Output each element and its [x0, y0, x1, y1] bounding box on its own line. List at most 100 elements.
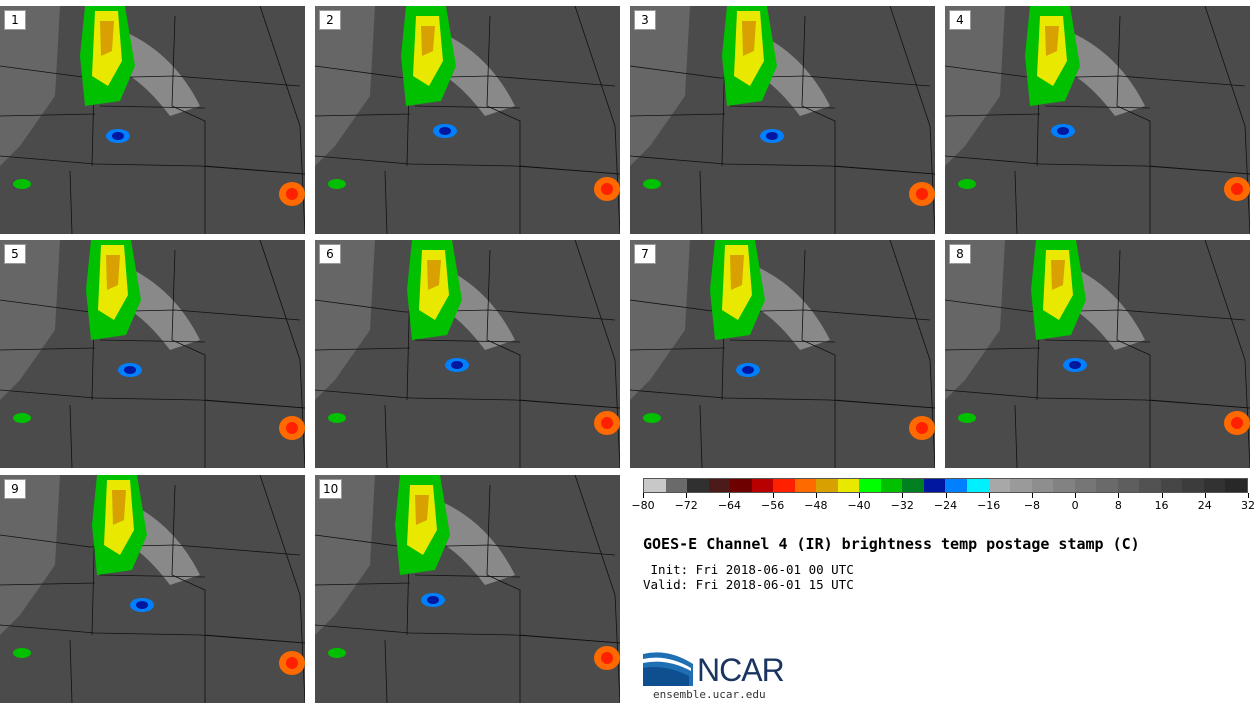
map-panel: 5 — [0, 240, 305, 468]
state-border — [834, 399, 935, 409]
warm-cloud-region — [315, 240, 375, 400]
state-border — [99, 105, 206, 109]
colorbar-tick-label: −24 — [933, 499, 958, 512]
colorbar-swatch — [730, 479, 752, 492]
storm-cell-core — [742, 366, 754, 374]
state-border — [69, 170, 73, 234]
panel-number: 9 — [4, 479, 26, 499]
convective-cloud-orange — [742, 21, 756, 56]
colorbar-swatch — [945, 479, 967, 492]
colorbar-swatch — [1139, 479, 1161, 492]
storm-cell-west — [13, 413, 31, 423]
state-border — [519, 399, 620, 409]
map-panel: 8 — [945, 240, 1250, 468]
cirrus-shield — [110, 26, 200, 116]
colorbar — [643, 478, 1248, 493]
state-border — [801, 249, 836, 468]
state-border — [574, 6, 620, 234]
colorbar-tick-label: −40 — [847, 499, 871, 512]
storm-cell-east-core — [1231, 183, 1243, 195]
storm-cell-west — [13, 648, 31, 658]
panel-number: 7 — [634, 244, 656, 264]
state-border — [519, 165, 620, 175]
convective-cloud-orange — [100, 21, 114, 56]
storm-cell-east-core — [286, 188, 298, 200]
state-border — [0, 347, 96, 351]
colorbar-swatch — [1160, 479, 1183, 492]
state-border — [259, 240, 305, 468]
state-border — [171, 249, 206, 468]
colorbar-swatch — [1117, 479, 1140, 492]
colorbar-tick — [902, 493, 904, 498]
colorbar-swatch — [1010, 479, 1032, 492]
storm-cell-west — [328, 648, 346, 658]
storm-cell-east-core — [601, 183, 613, 195]
colorbar-tick — [1075, 493, 1077, 498]
storm-cell-west — [328, 179, 346, 189]
state-border — [414, 574, 521, 578]
colorbar-tick-label: −72 — [674, 499, 698, 512]
storm-cell-core — [136, 601, 148, 609]
warm-cloud-region — [0, 6, 60, 166]
warm-cloud-region — [315, 475, 375, 635]
storm-cell-east-core — [916, 188, 928, 200]
colorbar-tick — [1118, 493, 1120, 498]
panel-number: 2 — [319, 10, 341, 30]
convective-cloud-orange — [1045, 26, 1059, 56]
convective-cloud-orange — [1051, 260, 1065, 290]
warm-cloud-region — [630, 6, 690, 166]
map-panel: 3 — [630, 6, 935, 234]
colorbar-tick — [1031, 493, 1033, 498]
colorbar-swatch — [1203, 479, 1226, 492]
state-border — [0, 65, 301, 87]
colorbar-tick-label: 32 — [1241, 499, 1255, 512]
init-time: Init: Fri 2018-06-01 00 UTC — [643, 562, 854, 577]
state-border — [1044, 105, 1151, 109]
colorbar-swatch — [1074, 479, 1097, 492]
convective-cloud-orange — [106, 255, 120, 290]
convective-cloud-orange — [421, 26, 435, 56]
ir-map — [315, 240, 620, 468]
colorbar-swatch — [708, 479, 731, 492]
ir-map — [630, 240, 935, 468]
colorbar-swatch — [773, 479, 795, 492]
panel-number: 5 — [4, 244, 26, 264]
colorbar-tick — [1248, 493, 1249, 498]
colorbar-tick — [686, 493, 688, 498]
colorbar-tick — [1161, 493, 1163, 498]
ir-map — [630, 6, 935, 234]
state-border — [384, 639, 388, 703]
state-border — [801, 15, 836, 234]
ir-map — [0, 6, 305, 234]
storm-cell-core — [427, 596, 439, 604]
ir-map — [0, 240, 305, 468]
storm-cell-east-core — [916, 422, 928, 434]
convective-cloud-orange — [415, 495, 429, 525]
state-border — [414, 105, 521, 109]
warm-cloud-region — [0, 475, 60, 635]
storm-cell-core — [112, 132, 124, 140]
storm-cell-west — [643, 413, 661, 423]
colorbar-tick-label: 24 — [1197, 499, 1212, 512]
colorbar-tick-label: −80 — [631, 499, 655, 512]
colorbar-swatch — [837, 479, 860, 492]
colorbar-swatch — [751, 479, 774, 492]
panel-number: 8 — [949, 244, 971, 264]
state-border — [171, 484, 206, 703]
state-border — [834, 165, 935, 175]
warm-cloud-region — [0, 240, 60, 400]
colorbar-tick-label: −8 — [1023, 499, 1041, 512]
storm-cell-east-core — [286, 657, 298, 669]
colorbar-tick-label: −16 — [977, 499, 1001, 512]
warm-cloud-region — [945, 6, 1005, 166]
state-border — [315, 582, 411, 586]
run-info: Init: Fri 2018-06-01 00 UTC Valid: Fri 2… — [643, 562, 854, 592]
storm-cell-east-core — [601, 417, 613, 429]
colorbar-tick — [772, 493, 774, 498]
ir-map — [945, 240, 1250, 468]
state-border — [259, 6, 305, 234]
colorbar-tick — [945, 493, 947, 498]
state-border — [729, 339, 836, 343]
state-border — [574, 240, 620, 468]
colorbar-tick-label: −64 — [717, 499, 742, 512]
